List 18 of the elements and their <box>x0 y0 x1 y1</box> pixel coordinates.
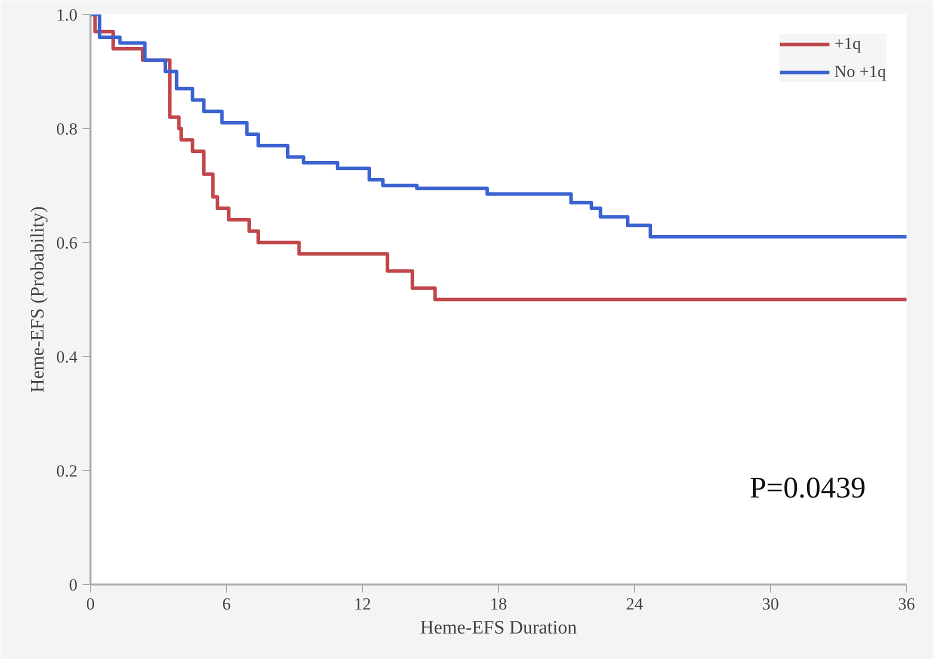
y-tick-label: 0.2 <box>56 462 78 480</box>
x-tick-label: 30 <box>762 594 779 614</box>
y-tick-label: 0.4 <box>56 348 78 366</box>
x-axis-title: Heme-EFS Duration <box>420 618 578 638</box>
x-tick-label: 36 <box>898 594 915 614</box>
y-tick-label: 0.8 <box>56 120 78 138</box>
y-tick-label: 0 <box>69 576 78 594</box>
x-tick-label: 0 <box>86 594 95 614</box>
x-tick-label: 24 <box>626 594 644 614</box>
y-axis-title: Heme-EFS (Probability) <box>27 206 48 393</box>
x-tick-label: 18 <box>490 594 507 614</box>
legend-label: +1q <box>834 34 861 54</box>
annotation: P=0.0439 <box>750 472 866 505</box>
y-tick-label: 1.0 <box>56 6 78 24</box>
y-tick-label: 0.6 <box>56 234 78 252</box>
x-tick-label: 6 <box>222 594 231 614</box>
x-tick-label: 12 <box>354 594 371 614</box>
legend-label: No +1q <box>834 62 886 82</box>
